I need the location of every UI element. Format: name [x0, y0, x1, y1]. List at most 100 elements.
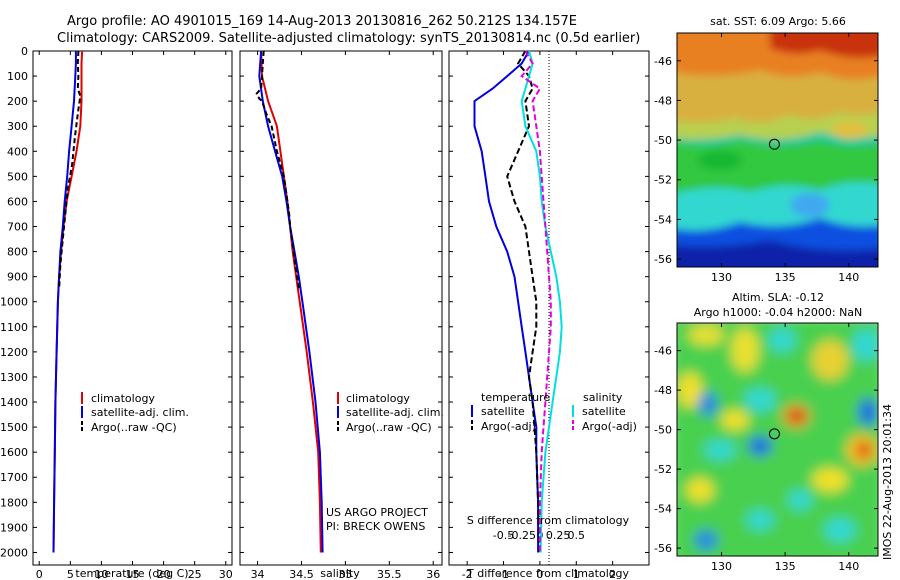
profile-line — [473, 50, 540, 553]
x-tick-label: 0 — [536, 568, 543, 580]
legend-label: climatology — [346, 392, 410, 405]
sla-map-frame — [676, 322, 879, 557]
depth-tick-label: 1900 — [0, 521, 28, 534]
map-lat-label: -56 — [654, 253, 672, 266]
x2-tick-label: 0.25 — [546, 529, 571, 542]
map-lat-label: -48 — [654, 384, 672, 397]
sla-map-ticks: -46 -48 -50 -52 -54 -56 130 135 140 — [654, 323, 878, 573]
map-lat-label: -46 — [654, 55, 672, 68]
legend-header-temperature: temperature — [481, 391, 550, 404]
map-lon-label: 135 — [775, 560, 796, 573]
x-tick-label: 20 — [157, 568, 171, 580]
depth-tick-label: 1300 — [0, 371, 28, 384]
depth-tick-label: 1700 — [0, 471, 28, 484]
map-lat-label: -56 — [654, 542, 672, 555]
map-lon-label: 140 — [838, 271, 859, 284]
map-lon-label: 135 — [775, 271, 796, 284]
project-name: US ARGO PROJECT — [326, 506, 428, 519]
depth-tick-label: 1600 — [0, 446, 28, 459]
sla-map-title-line1: Altim. SLA: -0.12 — [732, 291, 824, 304]
x2-tick-label: -0.5 — [493, 529, 514, 542]
legend-label: Argo(-adj) — [481, 420, 536, 433]
map-lon-label: 130 — [711, 271, 732, 284]
x-tick-label: 34.5 — [289, 568, 314, 580]
x-tick-label: 30 — [219, 568, 233, 580]
float-location-marker — [768, 138, 780, 150]
profile-line — [255, 50, 300, 290]
depth-tick-label: 200 — [7, 95, 28, 108]
legend-label: climatology — [91, 392, 155, 405]
x-tick-label: 25 — [188, 568, 202, 580]
project-pi: PI: BRECK OWENS — [326, 520, 425, 533]
profile-line — [52, 51, 77, 553]
depth-tick-label: 1500 — [0, 421, 28, 434]
depth-tick-label: 900 — [7, 271, 28, 284]
map-lat-label: -50 — [654, 134, 672, 147]
legend-label: Argo(..raw -QC) — [91, 421, 177, 434]
legend-header-salinity: salinity — [583, 391, 623, 404]
temperature-legend: climatology satellite-adj. clim. Argo(..… — [81, 392, 189, 434]
x2-tick-label: 0 — [536, 529, 543, 542]
map-lat-label: -46 — [654, 345, 672, 358]
float-location-marker — [768, 428, 780, 440]
s-difference-axis-label: S difference from climatology — [467, 514, 630, 527]
legend-label: satellite-adj. clim. — [346, 406, 444, 419]
map-lat-label: -48 — [654, 94, 672, 107]
map-lon-label: 130 — [711, 560, 732, 573]
x-tick-label: 10 — [94, 568, 108, 580]
profile-line — [258, 50, 324, 553]
profile-line — [506, 50, 541, 553]
depth-tick-label: 500 — [7, 170, 28, 183]
temperature-panel-frame — [32, 50, 233, 566]
map-lat-label: -52 — [654, 463, 672, 476]
profile-line — [260, 50, 322, 553]
x-tick-label: 35.5 — [377, 568, 402, 580]
depth-tick-label: 1200 — [0, 346, 28, 359]
salinity-panel-frame — [239, 50, 443, 566]
map-lat-label: -54 — [654, 503, 672, 516]
sla-map-title-line2: Argo h1000: -0.04 h2000: NaN — [694, 306, 863, 319]
x-tick-label: 2 — [609, 568, 616, 580]
figure-title-line1: Argo profile: AO 4901015_169 14-Aug-2013… — [67, 14, 577, 29]
depth-tick-label: 0 — [21, 45, 28, 58]
depth-tick-label: 1100 — [0, 321, 28, 334]
difference-panel-frame — [448, 50, 650, 566]
map-lon-label: 140 — [838, 560, 859, 573]
sst-map-image — [677, 33, 878, 267]
map-lat-label: -52 — [654, 174, 672, 187]
x-tick-label: -1 — [498, 568, 509, 580]
depth-tick-label: 1800 — [0, 496, 28, 509]
salinity-legend: climatology satellite-adj. clim. Argo(..… — [337, 392, 444, 434]
x-tick-label: 34 — [251, 568, 265, 580]
depth-tick-label: 1400 — [0, 396, 28, 409]
imos-timestamp-label: IMOS 22-Aug-2013 20:01:34 — [881, 404, 894, 560]
x-tick-label: 1 — [573, 568, 580, 580]
salinity-axis-label: salinity — [320, 567, 360, 580]
x-tick-label: 36 — [426, 568, 440, 580]
temperature-axis-label: temperature (deg C) — [75, 567, 188, 580]
x-tick-label: 0 — [36, 568, 43, 580]
profile-line — [58, 50, 82, 290]
legend-label: Argo(-adj) — [582, 420, 637, 433]
difference-legend: temperature salinity satellite Argo(-adj… — [471, 391, 637, 433]
legend-label: satellite — [582, 405, 626, 418]
axis-ticks: 0 5 10 15 20 25 300100200300400500600700800900… — [0, 45, 649, 580]
depth-tick-label: 2000 — [0, 546, 28, 559]
sst-map-title: sat. SST: 6.09 Argo: 5.66 — [710, 15, 846, 28]
x2-tick-label: -0.25 — [507, 529, 535, 542]
legend-label: satellite — [481, 405, 525, 418]
depth-tick-label: 400 — [7, 145, 28, 158]
sst-map-frame — [676, 32, 879, 268]
depth-tick-label: 100 — [7, 70, 28, 83]
sst-map-ticks: -46 -48 -50 -52 -54 -56 130 135 140 — [654, 33, 878, 284]
x2-tick-label: 0.5 — [568, 529, 586, 542]
depth-tick-label: 1000 — [0, 296, 28, 309]
map-lat-label: -50 — [654, 424, 672, 437]
depth-tick-label: 600 — [7, 195, 28, 208]
figure-title-line2: Climatology: CARS2009. Satellite-adjuste… — [57, 31, 640, 46]
legend-label: Argo(..raw -QC) — [346, 421, 432, 434]
profile-line — [520, 50, 552, 553]
depth-tick-label: 300 — [7, 120, 28, 133]
depth-tick-label: 800 — [7, 246, 28, 259]
